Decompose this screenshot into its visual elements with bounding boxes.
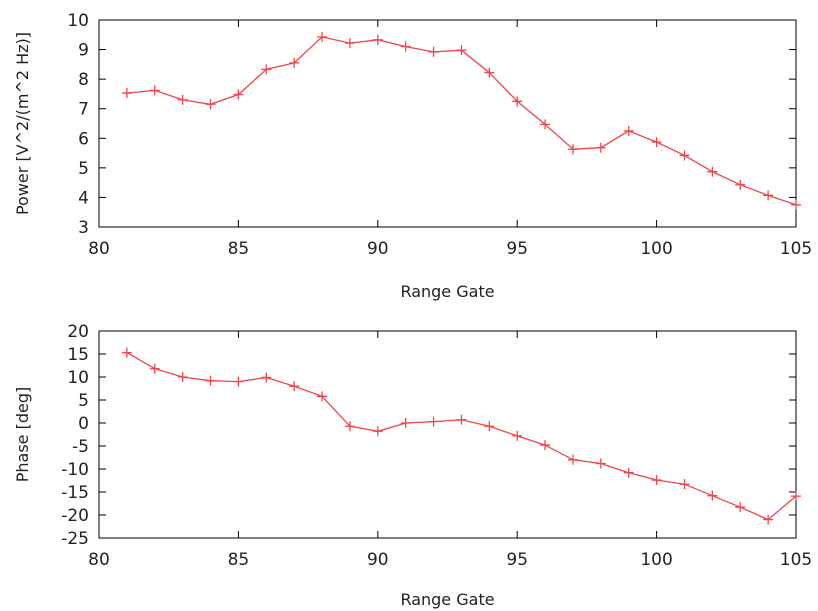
y-axis-title: Phase [deg]: [13, 387, 32, 483]
data-point: [679, 479, 690, 490]
x-tick-label: 85: [228, 550, 250, 570]
data-point: [400, 41, 411, 52]
chart-panel-2: 80 85 90 95 100 105 -25 -20 -15 -10 -5 0 5 10 15 20 Rang…: [13, 322, 812, 609]
y-tick-label: 20: [67, 322, 89, 342]
y-tick-label: 9: [78, 41, 89, 61]
data-point: [177, 94, 188, 105]
data-point: [679, 150, 690, 161]
data-point: [372, 34, 383, 45]
data-point: [791, 491, 801, 502]
data-point: [121, 88, 132, 99]
y-tick-label: 3: [78, 218, 89, 238]
data-point: [289, 57, 300, 68]
x-tick-label: 105: [780, 239, 812, 259]
data-point: [623, 467, 634, 478]
data-point: [567, 144, 578, 155]
data-point: [149, 85, 160, 96]
data-point: [512, 96, 523, 107]
data-point: [735, 179, 746, 190]
series-line: [126, 36, 797, 206]
y-tick-label: -5: [72, 437, 89, 457]
x-axis-title: Range Gate: [400, 282, 494, 301]
data-point: [484, 67, 495, 78]
y-tick-label: 10: [67, 11, 89, 31]
y-tick-label: 4: [78, 188, 89, 208]
x-tick-label: 105: [780, 550, 812, 570]
x-tick-label: 90: [367, 550, 389, 570]
x-tick-label: 95: [506, 550, 528, 570]
data-point: [121, 347, 132, 358]
data-point: [707, 490, 718, 501]
x-tick-label: 90: [367, 239, 389, 259]
data-point: [400, 418, 411, 428]
data-point: [763, 190, 774, 201]
y-tick-label: 5: [78, 391, 89, 411]
y-tick-label: 15: [67, 345, 89, 365]
data-point: [233, 376, 244, 387]
x-tick-label: 100: [640, 239, 672, 259]
data-point: [651, 137, 662, 148]
x-tick-label: 95: [506, 239, 528, 259]
data-point: [512, 430, 523, 441]
data-point: [567, 454, 578, 465]
data-point: [456, 414, 467, 425]
data-point: [344, 38, 355, 49]
data-point: [428, 416, 439, 427]
y-tick-label: -10: [61, 460, 89, 480]
y-tick-label: 7: [78, 100, 89, 120]
data-point: [177, 372, 188, 382]
x-tick-label: 100: [640, 550, 672, 570]
y-tick-label: -25: [61, 529, 89, 549]
plot-frame: [98, 19, 797, 228]
y-tick-label: 6: [78, 129, 89, 149]
data-point: [344, 421, 355, 432]
data-point: [484, 421, 495, 432]
data-point: [428, 46, 439, 57]
data-point: [289, 381, 300, 392]
y-tick-label: -15: [61, 483, 89, 503]
series-line: [126, 352, 797, 521]
data-point: [595, 458, 606, 469]
y-tick-label: -20: [61, 506, 89, 526]
y-axis-title: Power [V^2/(m^2 Hz)]: [13, 32, 32, 215]
data-point: [317, 31, 328, 42]
plot-frame: [98, 330, 797, 539]
data-point: [317, 391, 328, 402]
data-point: [372, 426, 383, 437]
y-tick-label: 8: [78, 70, 89, 90]
data-point: [735, 502, 746, 513]
data-point: [763, 514, 774, 525]
data-point: [205, 375, 216, 386]
x-tick-label: 85: [228, 239, 250, 259]
data-point: [540, 119, 551, 130]
data-point: [149, 363, 160, 374]
data-point: [261, 64, 272, 75]
data-point: [205, 99, 216, 110]
data-point: [707, 166, 718, 177]
x-tick-label: 80: [88, 550, 110, 570]
chart-panel-1: 80 85 90 95 100 105 3 4 5 6 7 8 9 10 Range Gate Power […: [13, 11, 812, 301]
data-point: [791, 199, 801, 210]
y-tick-label: 5: [78, 159, 89, 179]
data-point: [233, 89, 244, 100]
data-point: [651, 475, 662, 486]
data-point: [261, 372, 272, 383]
x-axis-title: Range Gate: [400, 590, 494, 609]
data-point: [623, 125, 634, 136]
data-point: [595, 142, 606, 153]
data-point: [456, 45, 467, 56]
y-tick-label: 0: [78, 414, 89, 434]
data-point: [540, 440, 551, 451]
x-tick-label: 80: [88, 239, 110, 259]
y-tick-label: 10: [67, 368, 89, 388]
